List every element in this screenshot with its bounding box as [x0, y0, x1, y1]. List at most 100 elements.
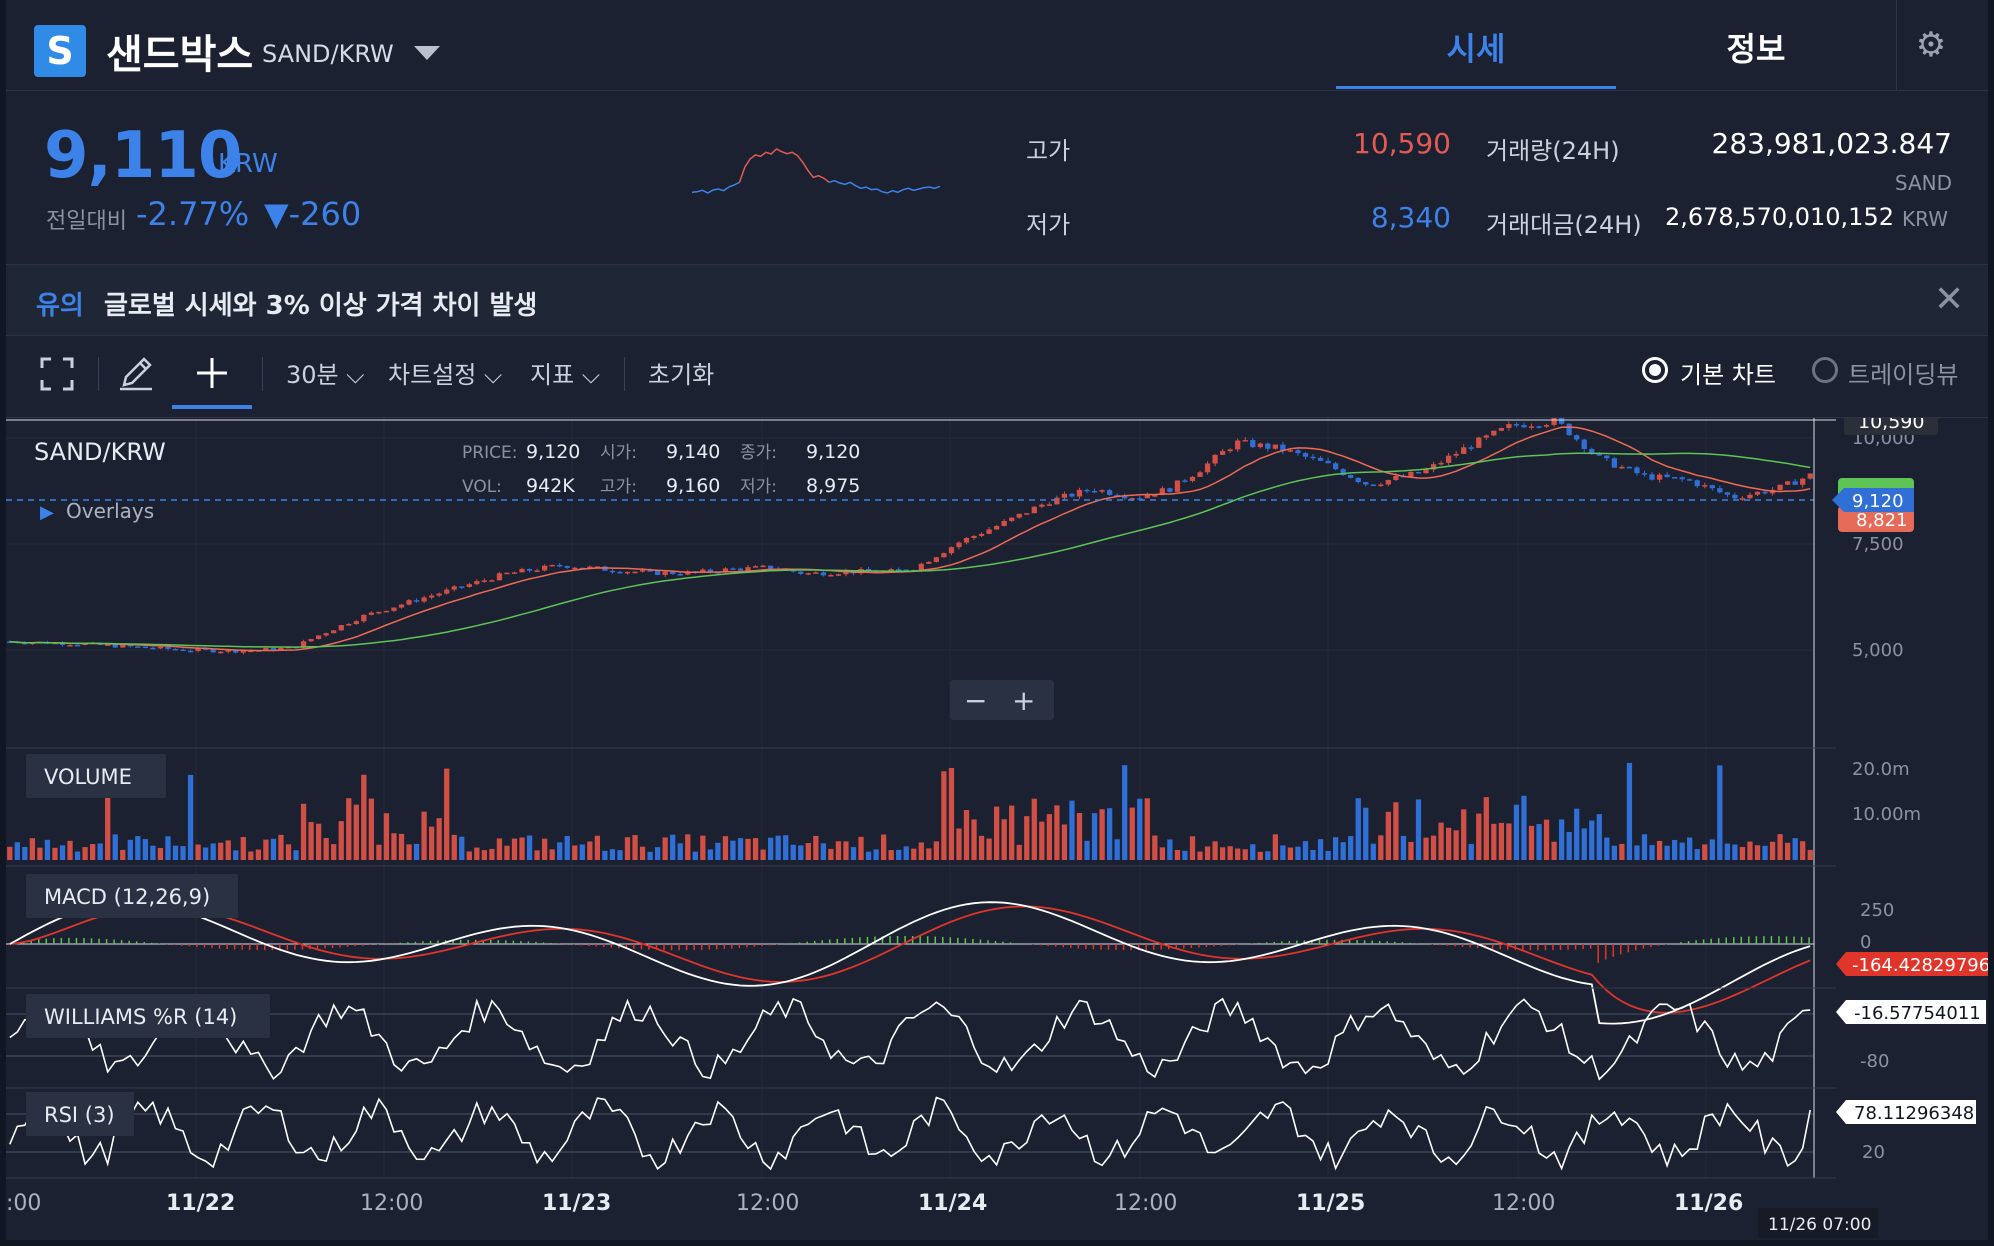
candle-body	[1212, 454, 1218, 464]
candle-body	[1122, 496, 1128, 499]
macd-histogram-bar	[414, 941, 417, 944]
basic-chart-radio[interactable]	[1642, 357, 1668, 383]
macd-histogram-bar	[527, 941, 530, 944]
volume-bar	[1393, 802, 1399, 860]
macd-histogram-bar	[490, 939, 492, 944]
candle-body	[428, 595, 435, 598]
fullscreen-icon[interactable]	[40, 357, 74, 391]
volume-bar	[1423, 837, 1429, 860]
candle-body	[1016, 513, 1022, 518]
close-icon[interactable]: ✕	[1934, 279, 1965, 320]
gear-icon[interactable]: ⚙	[1915, 25, 1947, 65]
candle-body	[1385, 479, 1392, 485]
candle-body	[1626, 466, 1633, 469]
candle-body	[1709, 485, 1715, 489]
overlays-label[interactable]: Overlays	[66, 499, 154, 523]
volume-bar	[1061, 824, 1068, 860]
candle-body	[1099, 490, 1105, 492]
candle-body	[127, 644, 133, 647]
volume-bar	[1491, 823, 1497, 860]
macd-histogram-bar	[1062, 944, 1065, 948]
macd-panel-label: MACD (12,26,9)	[26, 874, 238, 918]
price-chart[interactable]: SAND/KRW ▶ Overlays PRICE: 9,120 시가: 9,1…	[6, 418, 1988, 1240]
candle-body	[632, 571, 638, 574]
volume-bar	[240, 837, 246, 860]
candle-body	[609, 570, 616, 573]
macd-histogram-bar	[233, 944, 236, 950]
macd-histogram-bar	[1650, 944, 1652, 948]
candle-body	[1732, 494, 1738, 499]
candle-body	[1656, 474, 1663, 480]
volume-bar	[1091, 813, 1098, 860]
basic-chart-label[interactable]: 기본 차트	[1680, 361, 1776, 389]
change-percent: -2.77%	[136, 195, 250, 233]
volume-bar	[993, 806, 1000, 860]
macd-histogram-bar	[75, 937, 78, 944]
macd-histogram-bar	[1100, 944, 1102, 950]
zoom-in-button[interactable]: +	[1012, 684, 1035, 717]
pencil-icon[interactable]	[118, 355, 154, 391]
tab-info[interactable]: 정보	[1726, 30, 1786, 68]
price-summary: 9,110 KRW 전일대비 -2.77% ▼-260 고가 10,590 저가…	[6, 91, 1988, 263]
candle-body	[1679, 477, 1685, 480]
volume-bar	[361, 774, 367, 860]
high-value: 9,160	[666, 475, 720, 497]
ohlc-readout: PRICE: 9,120 시가: 9,140 종가: 9,120 VOL: 94…	[462, 441, 860, 497]
candle-body	[1009, 517, 1015, 521]
macd-histogram-bar	[1228, 944, 1230, 946]
coin-dropdown-icon[interactable]	[414, 46, 440, 60]
candle-body	[1641, 473, 1648, 475]
open-label: 시가:	[600, 443, 637, 463]
macd-histogram-bar	[655, 944, 658, 950]
macd-histogram-bar	[889, 936, 891, 944]
zoom-out-button[interactable]: −	[964, 684, 987, 717]
overlays-toggle-icon[interactable]: ▶	[40, 502, 54, 523]
volume-bar	[1287, 847, 1294, 860]
crosshair-icon[interactable]	[194, 355, 230, 391]
chevron-down-icon: ⌵	[346, 361, 365, 389]
volume-bar	[210, 843, 216, 860]
macd-histogram-bar	[68, 937, 70, 944]
volume-bar	[1076, 813, 1083, 860]
candle-body	[511, 572, 518, 574]
candle-body	[1310, 456, 1316, 459]
zoom-control: − +	[950, 680, 1054, 720]
macd-histogram-bar	[610, 944, 613, 948]
volume-bar	[97, 843, 103, 860]
volume-bar	[534, 850, 540, 860]
macd-histogram-bar	[497, 940, 500, 944]
tradingview-radio[interactable]	[1812, 357, 1838, 383]
macd-histogram-bar	[143, 942, 145, 944]
volume-bar	[293, 850, 299, 860]
volume-bar	[880, 834, 887, 860]
indicators-menu[interactable]: 지표 ⌵	[530, 355, 600, 390]
macd-histogram-bar	[1085, 944, 1087, 949]
volume-bar	[1009, 805, 1015, 860]
volume-bar	[263, 839, 269, 860]
volume-bar	[1777, 834, 1783, 860]
candle-body	[903, 569, 909, 572]
volume-bar	[1332, 837, 1339, 860]
volume-bar	[1626, 762, 1633, 860]
macd-histogram-bar	[324, 944, 326, 949]
candle-body	[172, 648, 179, 651]
chart-settings-menu[interactable]: 차트설정 ⌵	[388, 355, 502, 390]
macd-histogram-bar	[821, 940, 823, 944]
volume-bar	[1039, 821, 1045, 860]
reset-button[interactable]: 초기화	[648, 361, 715, 389]
volume-bar	[376, 844, 382, 860]
tab-price[interactable]: 시세	[1446, 30, 1506, 68]
volume-bar	[1167, 839, 1173, 860]
svg-text:11/26 07:00: 11/26 07:00	[1768, 1215, 1871, 1235]
volume-bar	[888, 850, 894, 860]
tradingview-label[interactable]: 트레이딩뷰	[1848, 361, 1959, 389]
interval-select[interactable]: 30분 ⌵	[286, 355, 364, 390]
macd-histogram-bar	[241, 944, 243, 950]
macd-histogram-bar	[1401, 942, 1404, 944]
macd-histogram-bar	[211, 944, 213, 949]
candle-body	[1694, 480, 1700, 487]
candle-body	[1498, 428, 1505, 431]
volume-bar	[948, 767, 955, 860]
macd-histogram-bar	[678, 944, 680, 951]
candle-body	[398, 604, 405, 608]
